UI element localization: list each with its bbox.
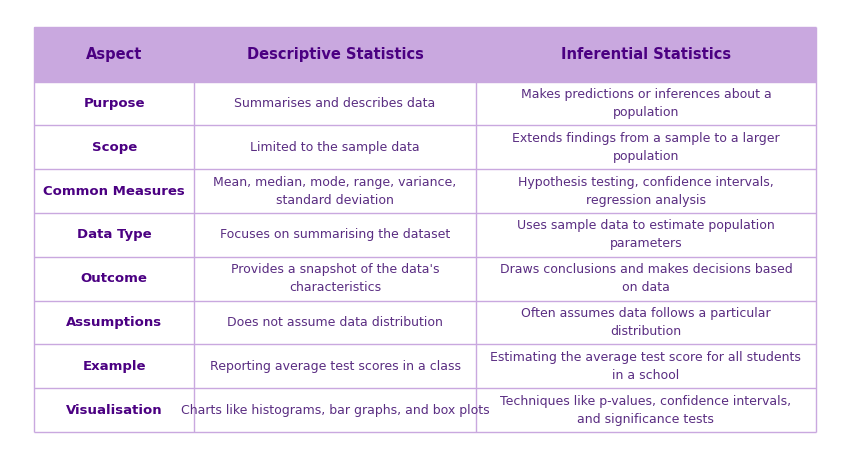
Text: Charts like histograms, bar graphs, and box plots: Charts like histograms, bar graphs, and …: [181, 404, 490, 417]
Text: Example: Example: [82, 360, 146, 373]
Text: Limited to the sample data: Limited to the sample data: [250, 141, 420, 154]
Text: Extends findings from a sample to a larger
population: Extends findings from a sample to a larg…: [512, 132, 779, 163]
Text: Visualisation: Visualisation: [65, 404, 162, 417]
Text: Summarises and describes data: Summarises and describes data: [235, 97, 436, 110]
Bar: [195, 301, 476, 344]
Bar: [476, 213, 816, 257]
Text: Descriptive Statistics: Descriptive Statistics: [246, 47, 423, 62]
Text: Provides a snapshot of the data's
characteristics: Provides a snapshot of the data's charac…: [231, 263, 439, 294]
Bar: [476, 169, 816, 213]
Bar: [34, 301, 195, 344]
Text: Reporting average test scores in a class: Reporting average test scores in a class: [210, 360, 461, 373]
Bar: [476, 126, 816, 169]
Bar: [34, 81, 195, 126]
Text: Techniques like p-values, confidence intervals,
and significance tests: Techniques like p-values, confidence int…: [501, 395, 791, 426]
Bar: [34, 213, 195, 257]
Text: Uses sample data to estimate population
parameters: Uses sample data to estimate population …: [517, 220, 775, 251]
Text: Estimating the average test score for all students
in a school: Estimating the average test score for al…: [490, 351, 802, 382]
Bar: [476, 388, 816, 432]
Text: Aspect: Aspect: [86, 47, 142, 62]
Text: Purpose: Purpose: [83, 97, 144, 110]
Bar: [476, 81, 816, 126]
Bar: [476, 27, 816, 82]
Bar: [476, 344, 816, 388]
Text: Scope: Scope: [92, 141, 137, 154]
Text: Does not assume data distribution: Does not assume data distribution: [227, 316, 443, 329]
Text: Makes predictions or inferences about a
population: Makes predictions or inferences about a …: [520, 88, 771, 119]
Text: Draws conclusions and makes decisions based
on data: Draws conclusions and makes decisions ba…: [500, 263, 792, 294]
Text: Assumptions: Assumptions: [66, 316, 162, 329]
Bar: [195, 169, 476, 213]
Bar: [195, 388, 476, 432]
Bar: [34, 126, 195, 169]
Bar: [195, 257, 476, 301]
Text: Outcome: Outcome: [81, 272, 148, 285]
Bar: [34, 169, 195, 213]
Bar: [195, 213, 476, 257]
Bar: [195, 126, 476, 169]
Bar: [34, 27, 195, 82]
Text: Common Measures: Common Measures: [43, 184, 185, 198]
Text: Inferential Statistics: Inferential Statistics: [561, 47, 731, 62]
Bar: [34, 344, 195, 388]
Text: Hypothesis testing, confidence intervals,
regression analysis: Hypothesis testing, confidence intervals…: [518, 176, 774, 207]
Bar: [195, 81, 476, 126]
Text: Focuses on summarising the dataset: Focuses on summarising the dataset: [220, 229, 450, 242]
Bar: [195, 344, 476, 388]
Bar: [195, 27, 476, 82]
Text: Often assumes data follows a particular
distribution: Often assumes data follows a particular …: [521, 307, 771, 338]
Bar: [476, 257, 816, 301]
Bar: [34, 257, 195, 301]
Bar: [34, 388, 195, 432]
Text: Data Type: Data Type: [76, 229, 151, 242]
Bar: [476, 301, 816, 344]
Text: Mean, median, mode, range, variance,
standard deviation: Mean, median, mode, range, variance, sta…: [213, 176, 456, 207]
